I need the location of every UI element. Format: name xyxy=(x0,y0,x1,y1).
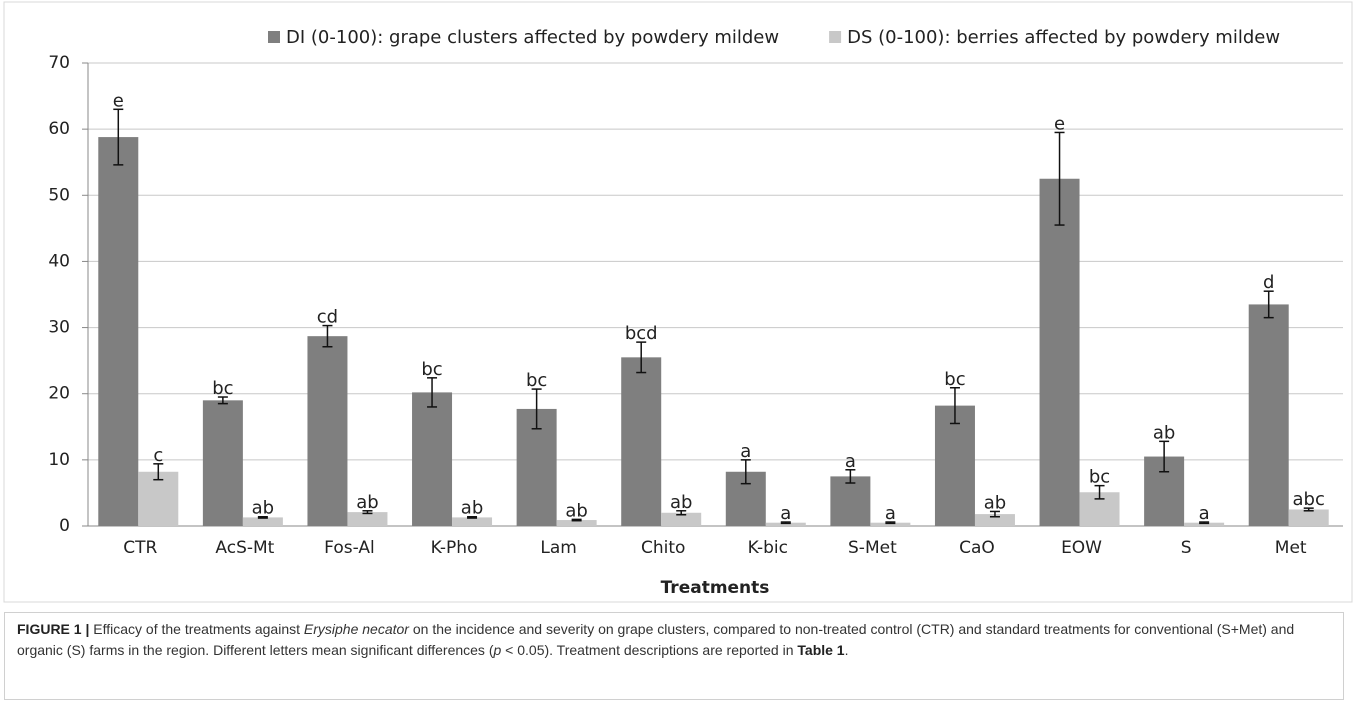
caption-p: p xyxy=(493,642,502,658)
significance-label: bc xyxy=(421,359,442,380)
legend-swatch xyxy=(829,31,842,43)
significance-label: a xyxy=(885,503,896,524)
significance-label: e xyxy=(1054,113,1065,134)
caption-label: FIGURE 1 | xyxy=(17,621,90,637)
bar xyxy=(202,400,243,526)
significance-label: ab xyxy=(1153,422,1175,443)
x-tick-label: K-bic xyxy=(748,538,788,558)
x-tick-label: CTR xyxy=(123,538,157,558)
bar xyxy=(452,517,493,526)
bar xyxy=(934,405,975,526)
caption-text: Efficacy of the treatments against xyxy=(89,621,304,637)
bar xyxy=(307,336,348,526)
y-tick-label: 30 xyxy=(48,318,70,338)
significance-label: abc xyxy=(1293,489,1325,510)
bar xyxy=(661,512,702,526)
caption-table-ref: Table 1 xyxy=(797,642,845,658)
bar xyxy=(1184,522,1225,526)
significance-label: d xyxy=(1263,272,1274,293)
legend-label: DI (0-100): grape clusters affected by p… xyxy=(286,27,779,48)
bar xyxy=(870,522,911,526)
caption-text: . xyxy=(844,642,849,658)
significance-label: a xyxy=(740,441,751,462)
x-tick-label: AcS-Mt xyxy=(215,538,274,558)
x-tick-label: Met xyxy=(1275,538,1307,558)
significance-label: bcd xyxy=(625,323,658,344)
y-tick-label: 10 xyxy=(48,450,70,470)
bar xyxy=(138,471,179,526)
significance-label: ab xyxy=(565,500,587,521)
significance-label: a xyxy=(845,451,856,472)
significance-label: ab xyxy=(461,498,483,519)
legend-swatch xyxy=(268,31,280,43)
x-axis-title: Treatments xyxy=(661,578,770,598)
bar xyxy=(621,357,662,526)
x-tick-label: Chito xyxy=(641,538,685,558)
y-tick-label: 70 xyxy=(48,53,70,73)
y-tick-label: 50 xyxy=(48,185,70,205)
x-tick-label: CaO xyxy=(959,538,995,558)
significance-label: e xyxy=(113,90,124,111)
legend-label: DS (0-100): berries affected by powdery … xyxy=(847,27,1280,48)
bar xyxy=(1248,304,1289,526)
x-tick-label: Fos-Al xyxy=(324,538,375,558)
y-tick-label: 40 xyxy=(48,251,70,271)
significance-label: ab xyxy=(252,498,274,519)
significance-label: bc xyxy=(526,370,547,391)
bar xyxy=(242,517,283,526)
significance-label: bc xyxy=(944,369,965,390)
x-tick-label: EOW xyxy=(1061,538,1102,558)
y-tick-label: 60 xyxy=(48,119,70,139)
significance-label: ab xyxy=(356,492,378,513)
bar xyxy=(1039,178,1080,526)
bar xyxy=(974,514,1015,526)
significance-label: c xyxy=(153,445,163,466)
significance-label: ab xyxy=(670,492,692,513)
caption: FIGURE 1 | Efficacy of the treatments ag… xyxy=(4,612,1344,700)
significance-label: a xyxy=(1199,503,1210,524)
significance-label: ab xyxy=(984,492,1006,513)
bar xyxy=(556,520,597,526)
caption-species: Erysiphe necator xyxy=(303,621,409,637)
caption-text: on the incidence and severity on grape c… xyxy=(17,621,1295,658)
bar xyxy=(765,522,806,526)
bar xyxy=(98,137,139,526)
bar xyxy=(412,392,453,526)
significance-label: cd xyxy=(317,307,338,328)
bar xyxy=(830,476,871,526)
chart: Treatments 0 10 20 30 40 50 60 70 DI (0-100): gr… xyxy=(3,1,1353,603)
x-tick-label: S-Met xyxy=(848,538,897,558)
x-tick-label: K-Pho xyxy=(431,538,478,558)
y-tick-label: 20 xyxy=(48,384,70,404)
significance-label: a xyxy=(780,503,791,524)
bar xyxy=(1288,509,1329,526)
significance-label: bc xyxy=(212,378,233,399)
x-tick-label: Lam xyxy=(540,538,576,558)
x-tick-label: S xyxy=(1181,538,1192,558)
caption-text: < 0.05). Treatment descriptions are repo… xyxy=(501,642,798,658)
significance-label: bc xyxy=(1089,467,1110,488)
y-tick-label: 0 xyxy=(59,516,70,536)
bar xyxy=(347,512,388,526)
